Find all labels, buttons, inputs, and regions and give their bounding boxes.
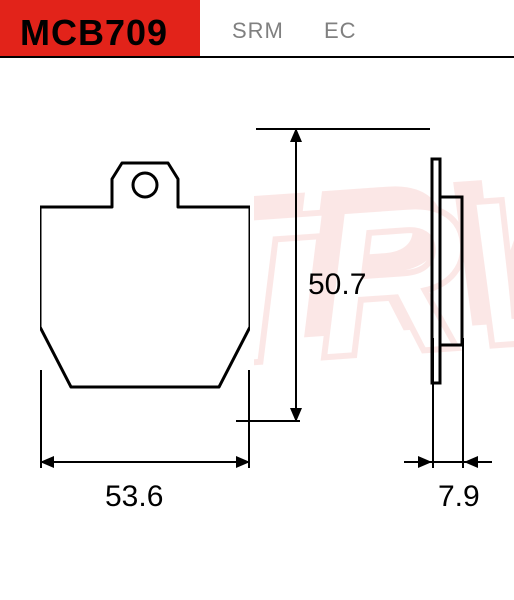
dim-line-width xyxy=(40,461,250,463)
pad-face-view xyxy=(40,130,250,420)
dim-height-label: 50.7 xyxy=(308,268,366,302)
code-1: SRM xyxy=(232,18,284,44)
dim-ext-line xyxy=(248,370,250,468)
dim-ext-line xyxy=(300,128,430,130)
dim-ext-line xyxy=(432,338,434,468)
part-number: MCB709 xyxy=(20,12,168,54)
arrow-icon xyxy=(464,456,478,468)
pad-side-view xyxy=(410,106,480,436)
arrow-icon xyxy=(236,456,250,468)
arrow-icon xyxy=(290,128,302,142)
dim-ext-line xyxy=(462,338,464,468)
arrow-icon xyxy=(418,456,432,468)
arrow-icon xyxy=(290,408,302,422)
dim-width-label: 53.6 xyxy=(105,480,163,514)
arrow-icon xyxy=(40,456,54,468)
dim-ext-line xyxy=(40,370,42,468)
header-rule xyxy=(0,56,514,58)
dim-thickness-label: 7.9 xyxy=(438,480,480,514)
dim-line-height xyxy=(295,128,297,422)
code-2: EC xyxy=(324,18,357,44)
